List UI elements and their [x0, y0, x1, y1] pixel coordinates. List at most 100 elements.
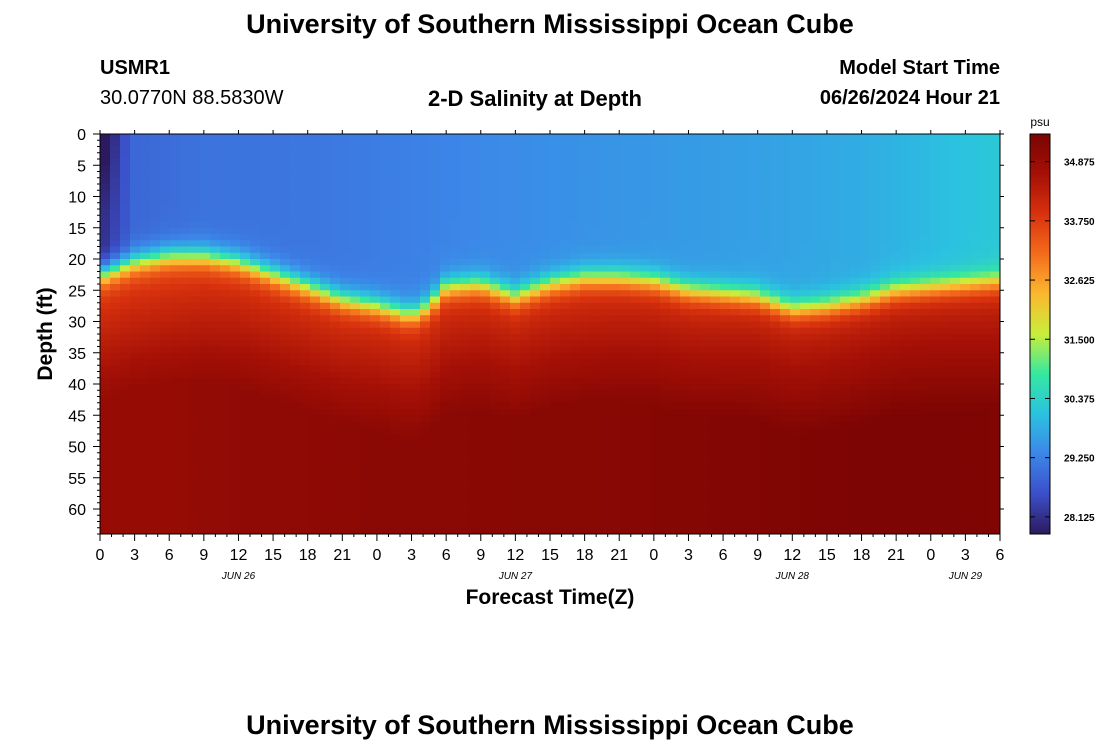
heatmap-cell	[490, 352, 501, 360]
heatmap-cell	[520, 471, 531, 479]
heatmap-cell	[750, 140, 761, 148]
heatmap-cell	[510, 327, 521, 335]
heatmap-cell	[430, 146, 441, 154]
heatmap-cell	[820, 321, 831, 329]
heatmap-cell	[180, 509, 191, 516]
heatmap-cell	[840, 377, 851, 385]
heatmap-cell	[720, 177, 731, 185]
heatmap-cell	[360, 184, 371, 191]
heatmap-cell	[720, 321, 731, 329]
heatmap-cell	[640, 302, 651, 310]
heatmap-cell	[810, 334, 821, 341]
heatmap-cell	[850, 302, 861, 310]
heatmap-cell	[230, 446, 241, 454]
heatmap-cell	[530, 246, 541, 254]
heatmap-cell	[610, 346, 621, 354]
heatmap-cell	[850, 215, 861, 223]
heatmap-cell	[620, 384, 631, 391]
heatmap-cell	[700, 465, 711, 473]
heatmap-cell	[140, 359, 151, 366]
heatmap-cell	[470, 377, 481, 385]
heatmap-cell	[840, 302, 851, 310]
heatmap-cell	[770, 415, 781, 423]
heatmap-cell	[860, 434, 871, 441]
heatmap-cell	[810, 427, 821, 435]
heatmap-cell	[300, 240, 311, 248]
heatmap-cell	[210, 459, 221, 466]
heatmap-cell	[790, 202, 801, 210]
heatmap-cell	[690, 202, 701, 210]
heatmap-cell	[710, 352, 721, 360]
heatmap-cell	[200, 409, 211, 416]
heatmap-cell	[670, 340, 681, 348]
heatmap-cell	[280, 234, 291, 241]
heatmap-cell	[670, 171, 681, 179]
heatmap-cell	[200, 227, 211, 235]
heatmap-cell	[770, 321, 781, 329]
heatmap-cell	[770, 152, 781, 160]
heatmap-cell	[290, 265, 301, 273]
heatmap-cell	[710, 340, 721, 348]
heatmap-cell	[840, 421, 851, 429]
heatmap-cell	[420, 359, 431, 366]
heatmap-cell	[190, 234, 201, 241]
heatmap-cell	[830, 477, 841, 485]
heatmap-cell	[290, 496, 301, 504]
heatmap-cell	[740, 152, 751, 160]
heatmap-cell	[800, 390, 811, 398]
heatmap-cell	[390, 284, 401, 291]
heatmap-cell	[870, 284, 881, 291]
heatmap-cell	[350, 459, 361, 466]
heatmap-cell	[770, 265, 781, 273]
heatmap-cell	[830, 384, 841, 391]
heatmap-cell	[270, 171, 281, 179]
heatmap-cell	[210, 302, 221, 310]
heatmap-cell	[430, 309, 441, 316]
heatmap-cell	[660, 277, 671, 285]
heatmap-cell	[210, 427, 221, 435]
heatmap-cell	[340, 346, 351, 354]
heatmap-cell	[130, 246, 141, 254]
heatmap-cell	[390, 465, 401, 473]
heatmap-cell	[130, 527, 141, 534]
heatmap-cell	[650, 415, 661, 423]
heatmap-cell	[510, 196, 521, 204]
heatmap-cell	[790, 215, 801, 223]
heatmap-cell	[460, 215, 471, 223]
heatmap-cell	[310, 177, 321, 185]
heatmap-cell	[720, 384, 731, 391]
heatmap-cell	[550, 177, 561, 185]
heatmap-cell	[250, 284, 261, 291]
heatmap-cell	[210, 421, 221, 429]
heatmap-cell	[180, 134, 191, 141]
heatmap-cell	[520, 177, 531, 185]
heatmap-cell	[570, 234, 581, 241]
heatmap-cell	[590, 502, 601, 510]
heatmap-cell	[570, 221, 581, 229]
heatmap-cell	[110, 377, 121, 385]
heatmap-cell	[850, 252, 861, 260]
heatmap-cell	[840, 152, 851, 160]
heatmap-cell	[310, 434, 321, 441]
heatmap-cell	[610, 459, 621, 466]
heatmap-cell	[240, 340, 251, 348]
heatmap-cell	[620, 490, 631, 498]
heatmap-cell	[110, 165, 121, 173]
heatmap-cell	[470, 452, 481, 460]
heatmap-cell	[760, 146, 771, 154]
heatmap-cell	[200, 402, 211, 410]
heatmap-cell	[700, 209, 711, 216]
heatmap-cell	[840, 427, 851, 435]
heatmap-cell	[510, 159, 521, 166]
heatmap-cell	[550, 152, 561, 160]
heatmap-cell	[290, 277, 301, 285]
heatmap-cell	[130, 421, 141, 429]
heatmap-cell	[630, 202, 641, 210]
heatmap-cell	[790, 315, 801, 323]
heatmap-cell	[520, 209, 531, 216]
heatmap-cell	[370, 215, 381, 223]
heatmap-cell	[420, 309, 431, 316]
heatmap-cell	[150, 252, 161, 260]
heatmap-cell	[340, 377, 351, 385]
heatmap-cell	[200, 165, 211, 173]
